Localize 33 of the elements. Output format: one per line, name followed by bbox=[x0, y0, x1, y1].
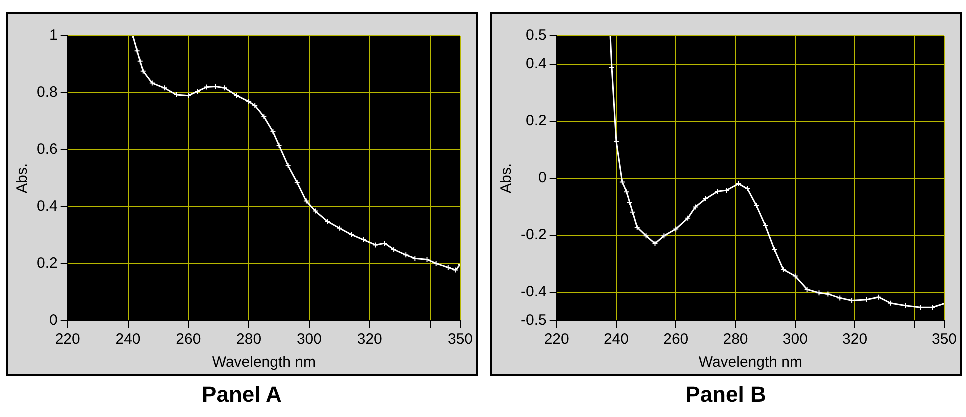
x-axis-title: Wavelength nm bbox=[698, 354, 803, 372]
y-tick-label: 0.6 bbox=[36, 141, 58, 158]
x-tick-label: 220 bbox=[55, 331, 80, 348]
text: Panel A bbox=[201, 382, 283, 408]
x-tick-label: 260 bbox=[176, 331, 202, 348]
x-tick-label: 320 bbox=[357, 331, 382, 348]
y-tick-label: 0.2 bbox=[36, 255, 58, 272]
x-tick-label: 300 bbox=[782, 331, 808, 348]
y-axis-title: Abs. bbox=[14, 163, 32, 194]
y-tick-label: -0.4 bbox=[520, 284, 547, 301]
y-tick-label: -0.5 bbox=[520, 312, 547, 330]
y-tick-label: 0.4 bbox=[526, 56, 547, 73]
x-tick-label: 350 bbox=[932, 331, 957, 348]
y-tick-label: 1 bbox=[50, 27, 58, 44]
y-tick-label: 0 bbox=[538, 170, 547, 187]
x-tick-label: 220 bbox=[544, 331, 570, 348]
x-axis-title: Wavelength nm bbox=[212, 354, 316, 372]
y-tick-label: 0.5 bbox=[526, 27, 547, 44]
x-tick-label: 280 bbox=[723, 331, 748, 348]
y-tick-label: 0.2 bbox=[526, 112, 547, 130]
y-tick-label: -0.2 bbox=[520, 226, 547, 244]
y-tick-label: 0.4 bbox=[36, 198, 58, 216]
y-tick-label: 0.8 bbox=[36, 84, 58, 102]
x-tick-label: 240 bbox=[604, 331, 629, 348]
y-axis-title: Abs. bbox=[498, 163, 516, 194]
x-tick-label: 320 bbox=[842, 331, 868, 348]
x-tick-label: 240 bbox=[116, 331, 141, 348]
text: Panel B bbox=[684, 382, 768, 408]
x-tick-label: 350 bbox=[448, 331, 473, 348]
x-tick-label: 280 bbox=[236, 331, 262, 348]
x-tick-label: 260 bbox=[664, 331, 689, 348]
y-tick-label: 0 bbox=[50, 312, 58, 330]
x-tick-label: 300 bbox=[296, 331, 322, 348]
